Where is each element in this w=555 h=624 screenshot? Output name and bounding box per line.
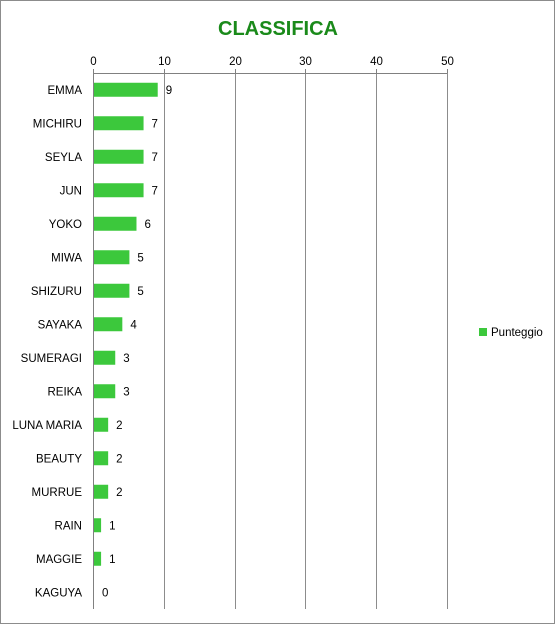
data-label-miwa: 5 [137, 252, 143, 264]
bar-miwa [94, 250, 130, 265]
category-label-sayaka: SAYAKA [38, 319, 83, 331]
data-label-luna-maria: 2 [116, 420, 122, 432]
category-label-sumeragi: SUMERAGI [21, 353, 82, 365]
bar-murrue [94, 484, 109, 499]
data-label-beauty: 2 [116, 453, 122, 465]
category-label-yoko: YOKO [49, 219, 82, 231]
data-label-kaguya: 0 [102, 587, 108, 599]
category-label-luna-maria: LUNA MARIA [12, 420, 82, 432]
data-label-yoko: 6 [144, 219, 150, 231]
category-label-reika: REIKA [47, 386, 82, 398]
category-label-shizuru: SHIZURU [31, 286, 82, 298]
x-tick-label-50: 50 [441, 56, 454, 68]
category-label-emma: EMMA [48, 85, 83, 97]
data-label-murrue: 2 [116, 487, 122, 499]
bar-maggie [94, 551, 102, 566]
bar-beauty [94, 451, 109, 466]
bar-emma [94, 82, 158, 97]
bar-reika [94, 384, 116, 399]
data-labels: 9 7 7 7 6 5 5 4 3 3 2 2 2 1 1 0 [102, 85, 172, 600]
x-tick-label-10: 10 [158, 56, 171, 68]
chart-title: CLASSIFICA [218, 18, 338, 40]
bar-michiru [94, 116, 144, 131]
legend-label-punteggio: Punteggio [491, 327, 543, 339]
category-label-jun: JUN [60, 185, 82, 197]
bar-jun [94, 183, 144, 198]
bar-rain [94, 518, 102, 533]
bar-sumeragi [94, 350, 116, 365]
x-tick-label-30: 30 [299, 56, 312, 68]
data-label-rain: 1 [109, 520, 115, 532]
data-label-sayaka: 4 [130, 319, 137, 331]
bar-sayaka [94, 317, 123, 332]
category-label-kaguya: KAGUYA [35, 587, 82, 599]
data-label-sumeragi: 3 [123, 353, 129, 365]
data-label-maggie: 1 [109, 554, 115, 566]
x-tick-label-0: 0 [90, 56, 96, 68]
bars [94, 82, 158, 566]
category-label-murrue: MURRUE [32, 487, 83, 499]
category-labels: EMMA MICHIRU SEYLA JUN YOKO MIWA SHIZURU SAYAKA… [12, 85, 82, 600]
bar-yoko [94, 216, 137, 231]
legend-swatch-punteggio [479, 328, 487, 336]
x-tick-label-40: 40 [370, 56, 383, 68]
bar-shizuru [94, 283, 130, 298]
x-axis-ticks: 0 10 20 30 40 50 [90, 56, 454, 74]
bar-seyla [94, 149, 144, 164]
category-label-rain: RAIN [55, 520, 82, 532]
category-label-beauty: BEAUTY [36, 453, 82, 465]
data-label-michiru: 7 [152, 118, 158, 130]
data-label-jun: 7 [152, 185, 158, 197]
gridlines [93, 73, 448, 609]
data-label-reika: 3 [123, 386, 129, 398]
data-label-seyla: 7 [152, 152, 158, 164]
x-tick-label-20: 20 [229, 56, 242, 68]
category-label-seyla: SEYLA [45, 152, 82, 164]
category-label-miwa: MIWA [51, 252, 82, 264]
bar-luna-maria [94, 417, 109, 432]
category-label-michiru: MICHIRU [33, 118, 82, 130]
data-label-emma: 9 [166, 85, 172, 97]
data-label-shizuru: 5 [137, 286, 143, 298]
legend: Punteggio [479, 327, 543, 339]
category-label-maggie: MAGGIE [36, 554, 82, 566]
